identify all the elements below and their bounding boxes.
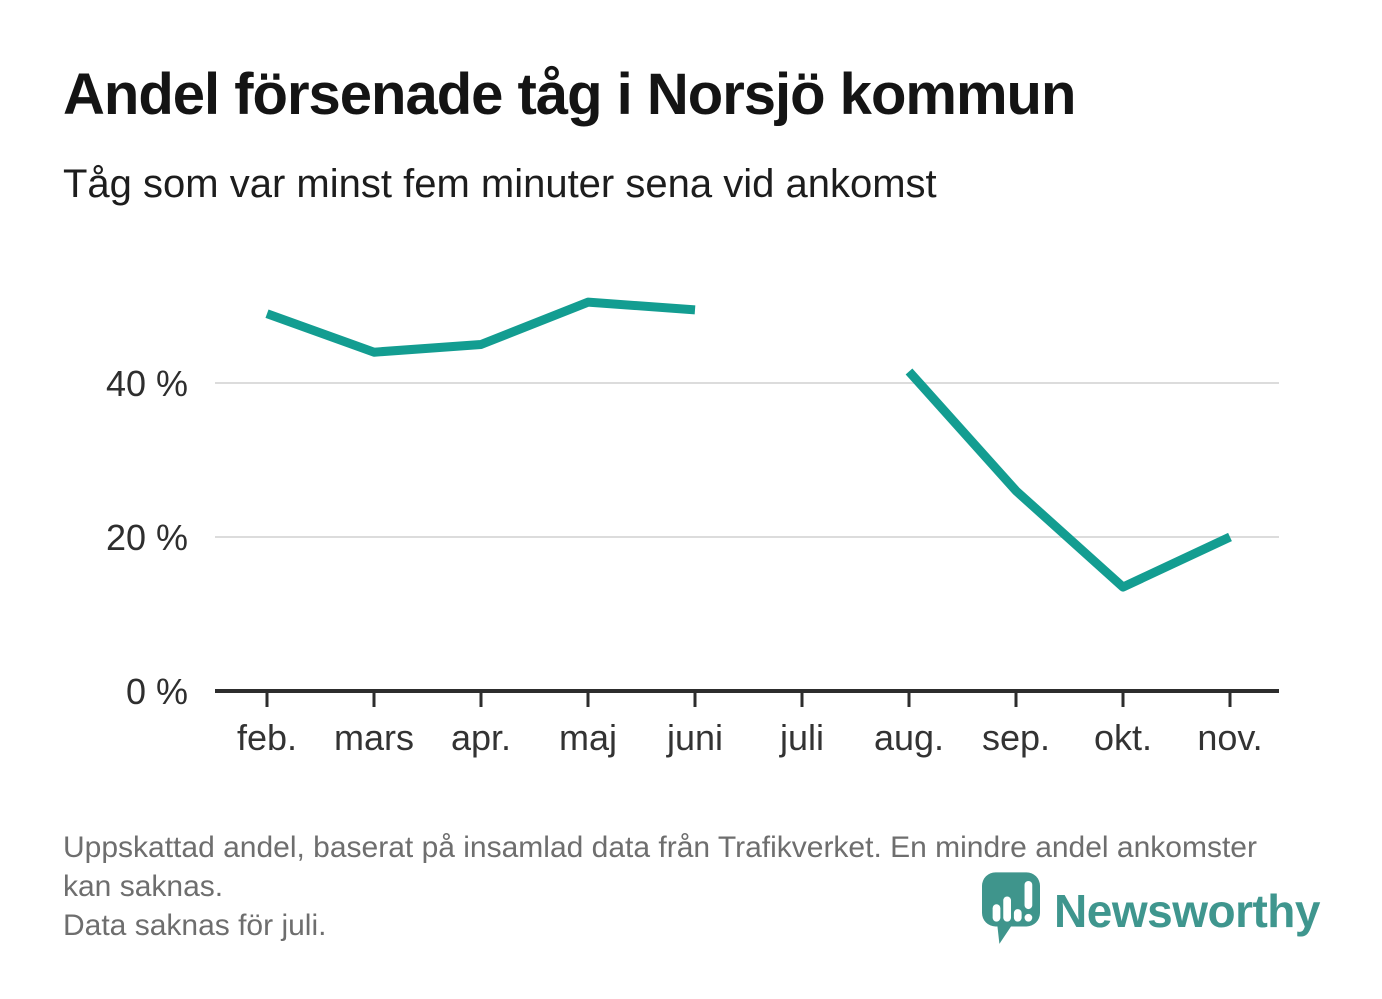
x-axis-tick-label: apr. [451,717,511,758]
brand-name: Newsworthy [1054,885,1320,937]
newsworthy-logo: Newsworthy [982,872,1320,950]
x-axis-tick-label: aug. [874,717,944,758]
page-subtitle: Tåg som var minst fem minuter sena vid a… [63,162,937,206]
data-line-segment [265,297,696,357]
footnote-line-1: Uppskattad andel, baserat på insamlad da… [63,831,1257,903]
delayed-trains-line-chart: 0 % 20 % 40 % feb. mars apr. maj juni juli aug. se… [106,297,1279,758]
x-axis-tick-label: juli [779,717,824,758]
y-axis-tick-label: 20 % [106,517,188,558]
x-axis-tick-label: sep. [982,717,1050,758]
footnote-line-2: Data saknas för juli. [63,909,327,942]
footnote: Uppskattad andel, baserat på insamlad da… [63,828,1313,945]
x-axis-tick-label: mars [334,717,414,758]
y-axis-tick-label: 40 % [106,363,188,404]
x-axis-tick-label: juni [666,717,723,758]
x-axis-tick-label: okt. [1094,717,1152,758]
x-axis-tick-label: maj [559,717,617,758]
y-axis-tick-label: 0 % [126,671,188,712]
data-line-segment [905,368,1232,592]
x-axis-tick-label: nov. [1197,717,1262,758]
page-title: Andel försenade tåg i Norsjö kommun [63,62,1076,127]
newsworthy-bar-chart-icon [982,872,1041,944]
x-axis-tick-label: feb. [237,717,297,758]
